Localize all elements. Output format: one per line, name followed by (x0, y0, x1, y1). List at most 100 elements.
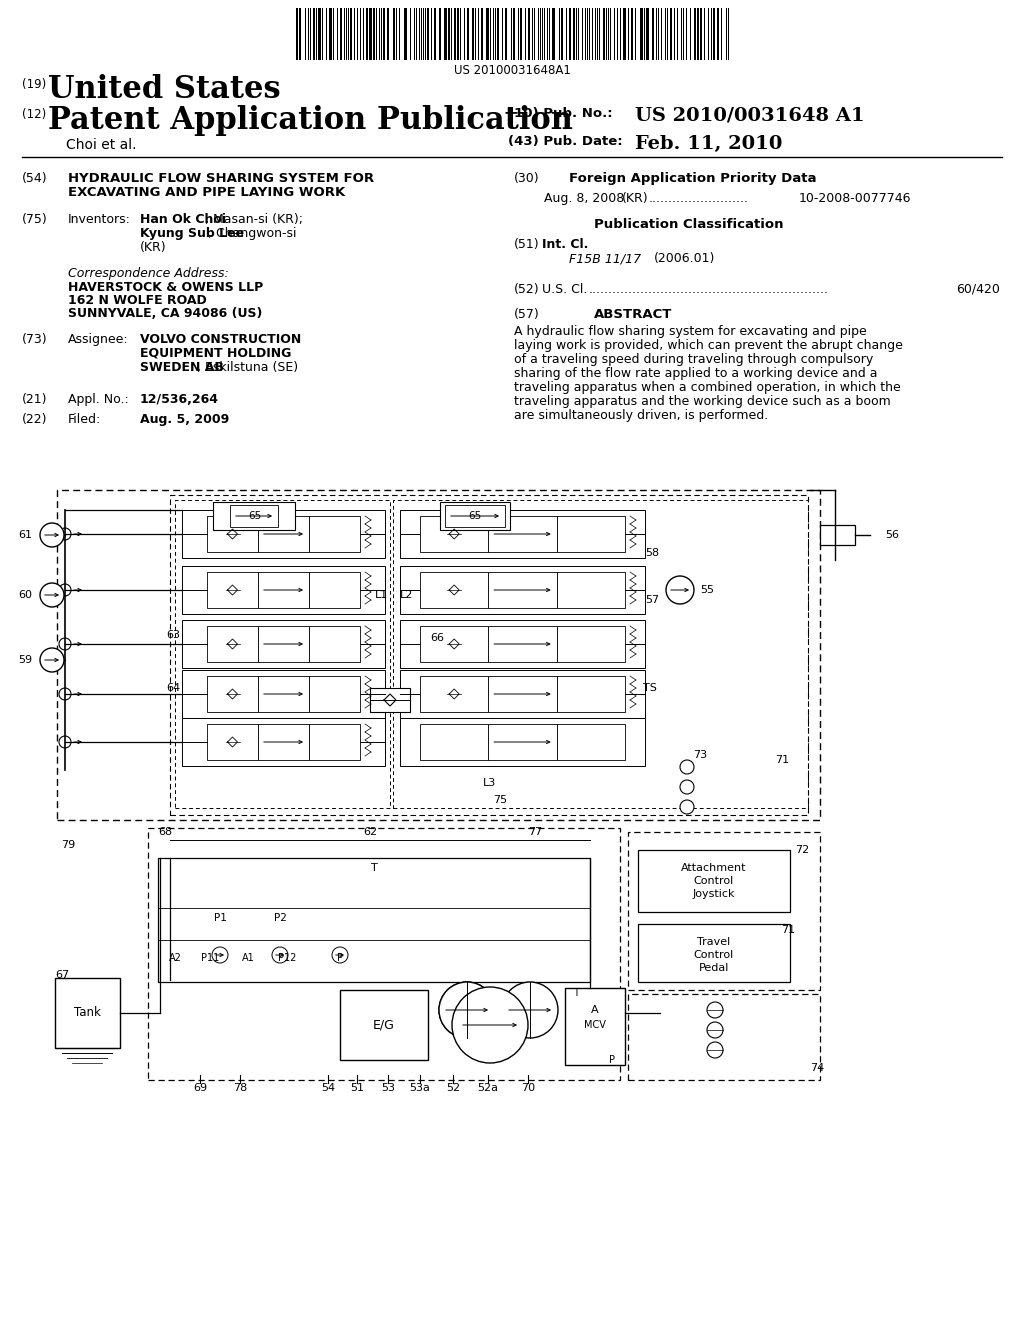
Bar (436, 8, 439, 59)
Bar (420, 723, 488, 760)
Text: ............................................................: ........................................… (589, 282, 829, 296)
Bar (490, 8, 493, 59)
Text: 59: 59 (17, 655, 32, 665)
Bar (358, 8, 360, 59)
Bar (207, 676, 258, 711)
Text: (21): (21) (22, 393, 47, 407)
Bar (361, 8, 362, 59)
Bar (55, 978, 120, 1048)
Text: (57): (57) (514, 308, 540, 321)
Circle shape (59, 737, 71, 748)
Text: SUNNYVALE, CA 94086 (US): SUNNYVALE, CA 94086 (US) (68, 308, 262, 319)
Text: Control: Control (694, 950, 734, 960)
Text: Correspondence Address:: Correspondence Address: (68, 267, 228, 280)
Bar (557, 676, 625, 711)
Text: 71: 71 (775, 755, 790, 766)
Bar (57, 490, 820, 820)
Text: of a traveling speed during traveling through compulsory: of a traveling speed during traveling th… (514, 352, 873, 366)
Text: Pedal: Pedal (698, 964, 729, 973)
Bar (483, 8, 486, 59)
Bar (461, 8, 464, 59)
Bar (400, 718, 645, 766)
Text: 69: 69 (193, 1082, 207, 1093)
Circle shape (40, 523, 63, 546)
Circle shape (59, 688, 71, 700)
Bar (820, 525, 855, 545)
Text: 56: 56 (885, 531, 899, 540)
Bar (722, 8, 726, 59)
Bar (507, 8, 511, 59)
Text: 162 N WOLFE ROAD: 162 N WOLFE ROAD (68, 294, 207, 308)
Bar (400, 8, 404, 59)
Bar (182, 510, 385, 558)
Bar (213, 502, 295, 531)
Bar (323, 8, 326, 59)
Bar (170, 495, 808, 814)
Circle shape (40, 648, 63, 672)
Bar (311, 8, 313, 59)
Text: EQUIPMENT HOLDING: EQUIPMENT HOLDING (140, 347, 292, 360)
Text: 53: 53 (381, 1082, 395, 1093)
Bar (158, 858, 590, 982)
Bar (420, 516, 488, 552)
Text: 75: 75 (493, 795, 507, 805)
Circle shape (680, 800, 694, 814)
Bar (684, 8, 686, 59)
Bar (709, 8, 711, 59)
Text: 60/420: 60/420 (956, 282, 1000, 296)
Text: 65: 65 (249, 511, 261, 521)
Text: (75): (75) (22, 213, 48, 226)
Text: 79: 79 (60, 840, 75, 850)
Text: T: T (573, 987, 579, 998)
Text: , Eskilstuna (SE): , Eskilstuna (SE) (197, 360, 298, 374)
Bar (583, 8, 585, 59)
Circle shape (212, 946, 228, 964)
Circle shape (707, 1022, 723, 1038)
Bar (440, 502, 510, 531)
Bar (420, 676, 488, 711)
Text: U.S. Cl.: U.S. Cl. (542, 282, 588, 296)
Text: Choi et al.: Choi et al. (66, 139, 136, 152)
Text: VOLVO CONSTRUCTION: VOLVO CONSTRUCTION (140, 333, 301, 346)
Bar (441, 8, 444, 59)
Text: (KR): (KR) (140, 242, 167, 253)
Text: 78: 78 (232, 1082, 247, 1093)
Text: HYDRAULIC FLOW SHARING SYSTEM FOR: HYDRAULIC FLOW SHARING SYSTEM FOR (68, 172, 374, 185)
Bar (309, 516, 360, 552)
Text: Aug. 5, 2009: Aug. 5, 2009 (140, 413, 229, 426)
Text: Inventors:: Inventors: (68, 213, 131, 226)
Text: (KR): (KR) (622, 191, 648, 205)
Text: 54: 54 (321, 1082, 335, 1093)
Text: 52a: 52a (477, 1082, 499, 1093)
Bar (662, 8, 665, 59)
Text: sharing of the flow rate applied to a working device and a: sharing of the flow rate applied to a wo… (514, 367, 878, 380)
Bar (702, 8, 705, 59)
Text: 62: 62 (362, 828, 377, 837)
Text: A hydraulic flow sharing system for excavating and pipe: A hydraulic flow sharing system for exca… (514, 325, 866, 338)
Bar (557, 723, 625, 760)
Text: 73: 73 (693, 750, 707, 760)
Bar (258, 723, 309, 760)
Bar (342, 8, 344, 59)
Text: TS: TS (643, 682, 657, 693)
Bar (309, 572, 360, 609)
Bar (628, 994, 820, 1080)
Bar (530, 8, 532, 59)
Bar (488, 572, 557, 609)
Circle shape (707, 1002, 723, 1018)
Text: Tank: Tank (74, 1006, 100, 1019)
Bar (309, 676, 360, 711)
Text: 10-2008-0077746: 10-2008-0077746 (799, 191, 911, 205)
Bar (207, 626, 258, 663)
Bar (675, 8, 677, 59)
Text: Joystick: Joystick (693, 888, 735, 899)
Bar (432, 8, 434, 59)
Text: 58: 58 (645, 548, 659, 558)
Text: (30): (30) (514, 172, 540, 185)
Text: 52: 52 (445, 1082, 460, 1093)
Bar (175, 500, 390, 808)
Text: (19): (19) (22, 78, 46, 91)
Text: (12): (12) (22, 108, 46, 121)
Bar (579, 8, 582, 59)
Bar (258, 572, 309, 609)
